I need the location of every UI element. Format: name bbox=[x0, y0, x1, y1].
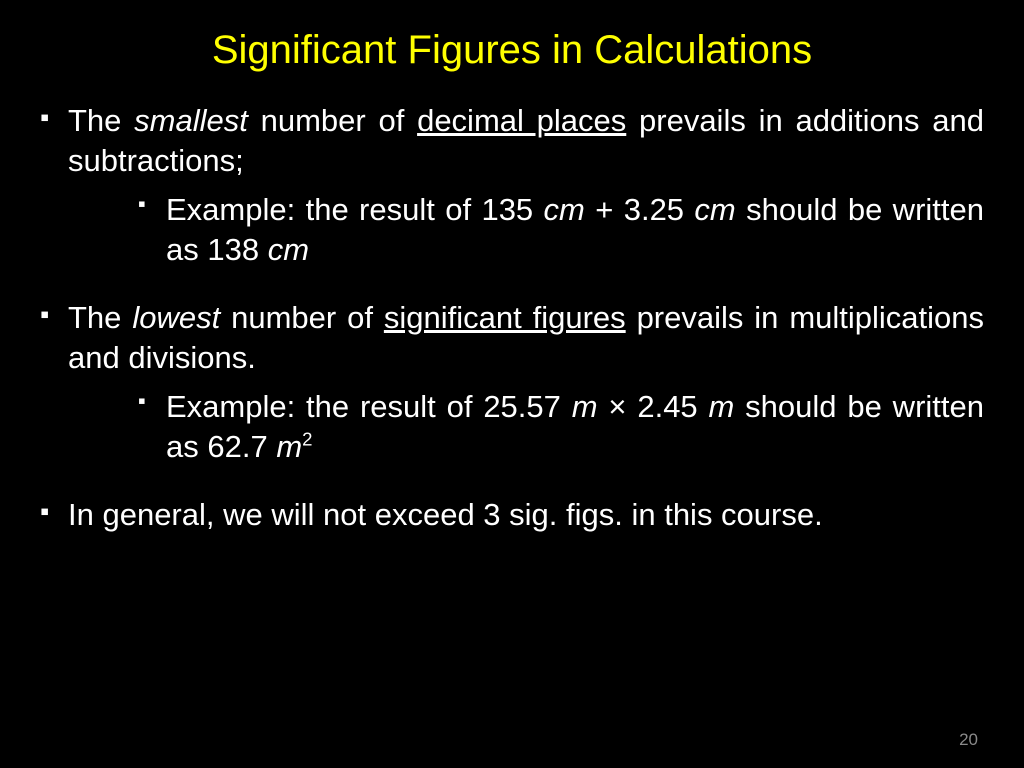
text-emph: smallest bbox=[134, 103, 248, 138]
bullet-item-3: In general, we will not exceed 3 sig. fi… bbox=[40, 495, 984, 535]
text-emph: lowest bbox=[132, 300, 220, 335]
text-underline: decimal places bbox=[417, 103, 626, 138]
bullet-item-1: The smallest number of decimal places pr… bbox=[40, 101, 984, 270]
sub-bullet-item: Example: the result of 25.57 m × 2.45 m … bbox=[138, 387, 984, 468]
sub-mid1: + 3.25 bbox=[585, 192, 695, 227]
bullet-item-2: The lowest number of significant figures… bbox=[40, 298, 984, 467]
unit: m bbox=[572, 389, 598, 424]
superscript: 2 bbox=[302, 429, 312, 450]
slide: Significant Figures in Calculations The … bbox=[0, 0, 1024, 768]
sub-pre: Example: the result of 25.57 bbox=[166, 389, 572, 424]
sub-bullet-list: Example: the result of 135 cm + 3.25 cm … bbox=[138, 190, 984, 271]
page-number: 20 bbox=[959, 730, 978, 750]
text-mid: number of bbox=[248, 103, 417, 138]
unit: m bbox=[709, 389, 735, 424]
text-pre: The bbox=[68, 300, 132, 335]
unit: cm bbox=[694, 192, 735, 227]
sub-bullet-list: Example: the result of 25.57 m × 2.45 m … bbox=[138, 387, 984, 468]
sub-mid1: × 2.45 bbox=[598, 389, 709, 424]
text-underline: significant figures bbox=[384, 300, 626, 335]
text-plain: In general, we will not exceed 3 sig. fi… bbox=[68, 497, 823, 532]
text-mid: number of bbox=[220, 300, 384, 335]
bullet-list: The smallest number of decimal places pr… bbox=[40, 101, 984, 536]
sub-bullet-item: Example: the result of 135 cm + 3.25 cm … bbox=[138, 190, 984, 271]
sub-pre: Example: the result of 135 bbox=[166, 192, 544, 227]
unit: cm bbox=[544, 192, 585, 227]
text-pre: The bbox=[68, 103, 134, 138]
unit: cm bbox=[268, 232, 309, 267]
slide-title: Significant Figures in Calculations bbox=[40, 28, 984, 73]
unit: m bbox=[276, 429, 302, 464]
